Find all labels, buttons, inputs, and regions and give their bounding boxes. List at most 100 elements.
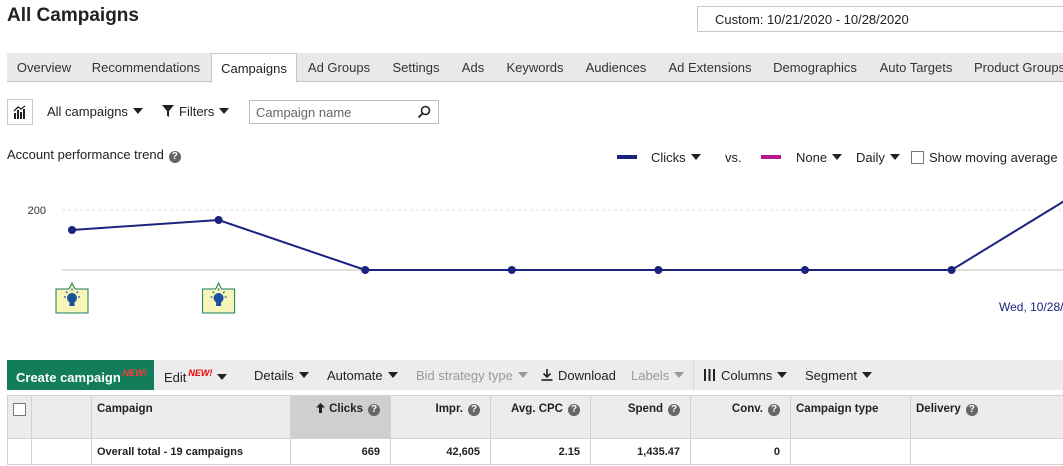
data-point <box>947 266 956 274</box>
data-point <box>507 266 516 274</box>
tab-demographics[interactable]: Demographics <box>773 60 857 75</box>
metric2-swatch <box>761 155 781 159</box>
columns-dropdown[interactable]: Columns <box>704 368 788 383</box>
campaign-search <box>249 100 439 124</box>
details-dropdown[interactable]: Details <box>254 368 309 383</box>
lightbulb-icon[interactable] <box>55 281 89 314</box>
search-icon[interactable] <box>417 105 431 119</box>
help-icon[interactable]: ? <box>468 404 480 416</box>
chevron-down-icon <box>387 372 398 378</box>
chevron-down-icon <box>690 154 701 160</box>
funnel-icon <box>162 105 174 117</box>
lightbulb-icon[interactable] <box>202 281 236 314</box>
tab-overview[interactable]: Overview <box>16 60 72 75</box>
moving-average-checkbox[interactable] <box>911 151 924 164</box>
details-label: Details <box>254 368 294 383</box>
create-campaign-label: Create campaign <box>16 370 121 385</box>
trend-chart: 200 Wed, 10/28/ <box>28 200 1063 314</box>
campaign-header-label: Campaign <box>97 403 153 415</box>
metric1-swatch <box>617 155 637 159</box>
campaign-search-input[interactable] <box>250 101 410 123</box>
help-icon[interactable]: ? <box>168 151 181 163</box>
tab-keywords[interactable]: Keywords <box>506 60 564 75</box>
help-icon[interactable]: ? <box>368 404 380 416</box>
tab-ads[interactable]: Ads <box>461 60 485 75</box>
clicks-header-label: Clicks <box>329 403 363 415</box>
campaign-type-header-label: Campaign type <box>796 403 879 415</box>
bid-strategy-dropdown[interactable]: Bid strategy type <box>416 368 528 383</box>
automate-dropdown[interactable]: Automate <box>327 368 398 383</box>
table-row: Overall total - 19 campaigns 669 42,605 … <box>7 438 1063 465</box>
tab-recommendations[interactable]: Recommendations <box>91 60 201 75</box>
spend-column-header[interactable]: Spend? <box>590 395 691 439</box>
conv-column-header[interactable]: Conv.? <box>690 395 791 439</box>
clicks-series-line <box>71 200 1063 271</box>
table-header-row: Campaign Clicks? Impr.? Avg. CPC? Spend?… <box>7 395 1063 439</box>
chevron-down-icon <box>217 374 228 380</box>
total-avg-cpc-cell: 2.15 <box>490 438 591 465</box>
total-conv-cell: 0 <box>690 438 791 465</box>
metric1-dropdown[interactable]: Clicks <box>651 150 701 165</box>
automate-label: Automate <box>327 368 383 383</box>
date-range-selector[interactable]: Custom: 10/21/2020 - 10/28/2020 <box>697 6 1063 32</box>
labels-dropdown[interactable]: Labels <box>631 368 685 383</box>
create-campaign-button[interactable]: Create campaign NEW! <box>7 360 154 390</box>
chevron-down-icon <box>517 372 528 378</box>
data-point <box>801 266 809 274</box>
tab-audiences[interactable]: Audiences <box>585 60 647 75</box>
select-all-checkbox[interactable] <box>13 403 26 416</box>
status-column-header <box>31 395 92 439</box>
filters-dropdown[interactable]: Filters <box>162 104 230 119</box>
data-point <box>68 226 76 234</box>
select-all-cell <box>7 395 32 439</box>
delivery-column-header[interactable]: Delivery? <box>910 395 1063 439</box>
conv-header-label: Conv. <box>731 403 763 415</box>
tab-product-groups[interactable]: Product Groups <box>974 60 1063 75</box>
total-impr-cell: 42,605 <box>390 438 491 465</box>
impr-header-label: Impr. <box>435 403 463 415</box>
campaign-scope-label: All campaigns <box>47 104 128 119</box>
campaign-scope-dropdown[interactable]: All campaigns <box>47 104 143 119</box>
y-tick-label: 200 <box>28 205 46 217</box>
download-icon <box>541 369 553 381</box>
edit-dropdown[interactable]: Edit NEW! <box>164 368 228 385</box>
impr-column-header[interactable]: Impr.? <box>390 395 491 439</box>
segment-dropdown[interactable]: Segment <box>805 368 873 383</box>
interval-dropdown[interactable]: Daily <box>856 150 900 165</box>
new-badge: NEW! <box>188 368 213 378</box>
avg-cpc-column-header[interactable]: Avg. CPC? <box>490 395 591 439</box>
tab-settings[interactable]: Settings <box>392 60 440 75</box>
delivery-header-label: Delivery <box>916 403 961 415</box>
moving-average-toggle[interactable]: Show moving average? <box>911 150 1063 166</box>
tab-campaigns[interactable]: Campaigns <box>211 53 297 83</box>
vs-label: vs. <box>725 150 742 165</box>
help-icon[interactable]: ? <box>965 404 978 416</box>
campaign-column-header[interactable]: Campaign <box>91 395 291 439</box>
segment-label: Segment <box>805 368 858 383</box>
trend-legend: Clicks vs. None Daily Show moving averag… <box>0 150 1063 166</box>
page-title: All Campaigns <box>7 5 139 26</box>
metric2-dropdown[interactable]: None <box>796 150 843 165</box>
edit-label: Edit <box>164 370 187 385</box>
help-icon[interactable]: ? <box>768 404 780 416</box>
chevron-down-icon <box>219 108 230 114</box>
download-button[interactable]: Download <box>541 368 616 383</box>
tab-ad-extensions[interactable]: Ad Extensions <box>668 60 752 75</box>
tab-auto-targets[interactable]: Auto Targets <box>879 60 953 75</box>
total-spend-cell: 1,435.47 <box>590 438 691 465</box>
trend-heading: Account performance trend? <box>7 147 181 163</box>
help-icon[interactable]: ? <box>568 404 580 416</box>
data-point <box>361 266 370 274</box>
total-clicks-cell: 669 <box>290 438 391 465</box>
tab-ad-groups[interactable]: Ad Groups <box>307 60 371 75</box>
action-toolbar: Create campaign NEW! Edit NEW! Details Aut… <box>7 360 1063 390</box>
columns-icon <box>704 369 715 381</box>
filters-label: Filters <box>179 104 215 119</box>
help-icon[interactable]: ? <box>668 404 680 416</box>
trend-heading-text: Account performance trend <box>7 147 164 162</box>
campaign-type-column-header[interactable]: Campaign type <box>790 395 911 439</box>
data-point <box>214 216 223 224</box>
toolbar-divider <box>693 360 694 390</box>
clicks-column-header[interactable]: Clicks? <box>290 395 391 439</box>
chart-toggle-button[interactable] <box>7 99 33 125</box>
